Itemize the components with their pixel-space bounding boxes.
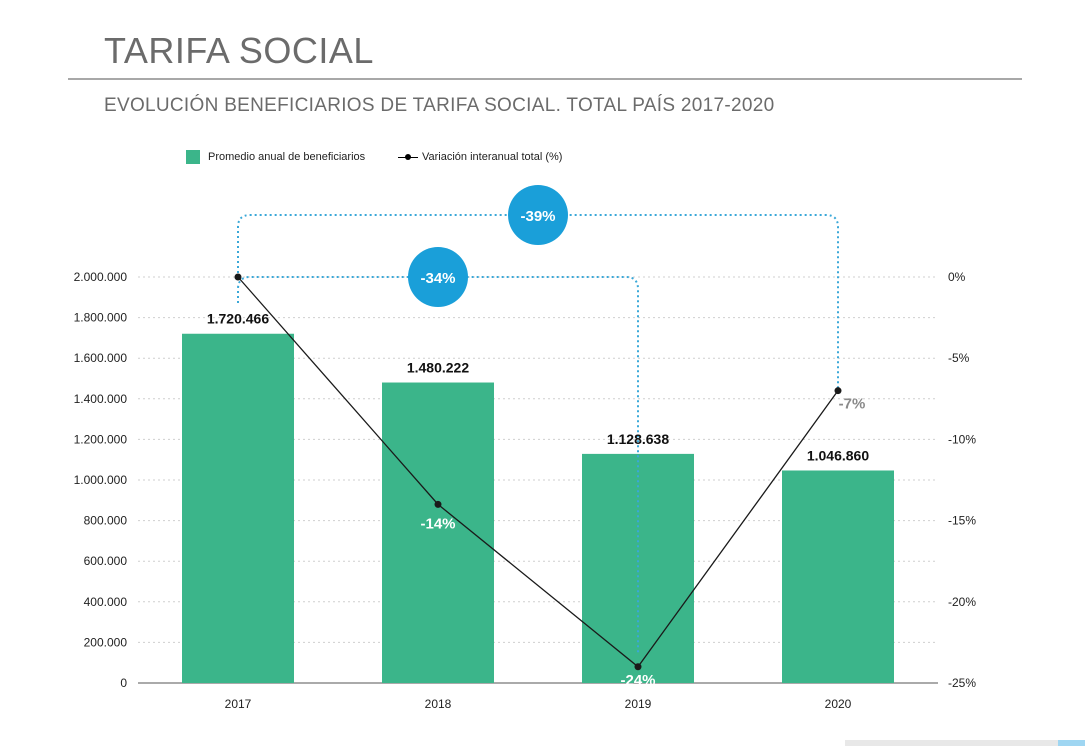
y-tick-left: 800.000 bbox=[84, 514, 128, 528]
comparison-bubble bbox=[408, 247, 468, 307]
comparison-bubble-label: -34% bbox=[420, 270, 455, 287]
bar-value-label: 1.480.222 bbox=[407, 360, 469, 376]
y-tick-left: 600.000 bbox=[84, 554, 128, 568]
y-tick-right: -15% bbox=[948, 514, 976, 528]
y-tick-left: 400.000 bbox=[84, 595, 128, 609]
comparison-bubble-label: -39% bbox=[520, 208, 555, 225]
y-tick-right: -10% bbox=[948, 432, 976, 446]
x-tick-label: 2019 bbox=[625, 697, 652, 711]
y-tick-left: 1.800.000 bbox=[74, 311, 128, 325]
bar bbox=[382, 382, 494, 683]
y-tick-left: 1.000.000 bbox=[74, 473, 128, 487]
y-tick-right: 0% bbox=[948, 270, 966, 284]
y-tick-left: 0 bbox=[120, 676, 127, 690]
comparison-bracket bbox=[237, 214, 839, 391]
x-tick-label: 2018 bbox=[425, 697, 452, 711]
chart-subtitle: EVOLUCIÓN BENEFICIARIOS DE TARIFA SOCIAL… bbox=[104, 95, 775, 116]
x-tick-label: 2020 bbox=[825, 697, 852, 711]
comparison-bubble bbox=[508, 185, 568, 245]
legend-item-bars: Promedio anual de beneficiarios bbox=[186, 150, 365, 164]
bar bbox=[182, 333, 294, 683]
line-point bbox=[434, 500, 442, 508]
y-tick-right: -25% bbox=[948, 676, 976, 690]
variation-line bbox=[237, 276, 839, 668]
legend-line-label: Variación interanual total (%) bbox=[422, 151, 563, 163]
y-tick-left: 1.200.000 bbox=[74, 432, 128, 446]
y-tick-left: 2.000.000 bbox=[74, 270, 128, 284]
y-tick-right: -20% bbox=[948, 595, 976, 609]
y-tick-left: 1.600.000 bbox=[74, 351, 128, 365]
y-tick-left: 200.000 bbox=[84, 635, 128, 649]
legend-item-line: Variación interanual total (%) bbox=[398, 150, 562, 164]
bar bbox=[582, 453, 694, 683]
line-point bbox=[634, 663, 642, 671]
page-title: TARIFA SOCIAL bbox=[104, 30, 374, 71]
y-tick-right: -5% bbox=[948, 351, 970, 365]
line-value-label: -14% bbox=[420, 515, 455, 532]
line-point bbox=[234, 273, 242, 281]
bar-value-label: 1.720.466 bbox=[207, 311, 269, 327]
line-point bbox=[834, 387, 842, 395]
legend-bar-swatch bbox=[186, 150, 200, 164]
title-divider bbox=[68, 78, 1022, 80]
legend-bar-label: Promedio anual de beneficiarios bbox=[208, 151, 366, 163]
line-value-label: -7% bbox=[839, 396, 866, 413]
bar-value-label: 1.128.638 bbox=[607, 431, 669, 447]
legend-line-marker bbox=[398, 150, 418, 164]
bar bbox=[782, 470, 894, 683]
scrollbar-track bbox=[845, 740, 1085, 746]
line-value-label: -24% bbox=[620, 672, 655, 689]
x-tick-label: 2017 bbox=[225, 697, 252, 711]
scrollbar-thumb bbox=[1058, 740, 1085, 746]
bar-value-label: 1.046.860 bbox=[807, 447, 869, 463]
y-tick-left: 1.400.000 bbox=[74, 392, 128, 406]
